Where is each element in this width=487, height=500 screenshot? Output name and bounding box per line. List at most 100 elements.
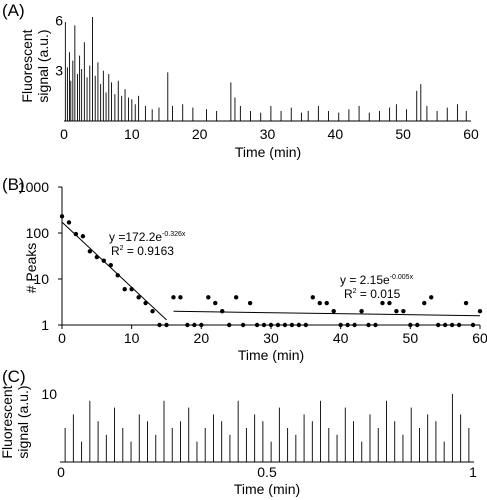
- panel-c-x-tick-label: 1: [469, 464, 477, 480]
- panel-a: (A) Fluorescent signal (a.u.) 0 10 20 30 40 5…: [2, 1, 479, 160]
- fit1-equation: y =172.2e-0.326x: [109, 230, 186, 244]
- panel-b-point: [143, 300, 148, 306]
- panel-b-fit-line: [61, 221, 167, 321]
- panel-b-point: [227, 322, 232, 328]
- panel-b-y-tick-label: 100: [26, 225, 50, 241]
- panel-b-point: [436, 322, 441, 328]
- panel-c-x-tick-label: 0: [57, 464, 65, 480]
- panel-b-point: [456, 322, 462, 328]
- panel-b-point: [352, 322, 357, 328]
- panel-b-point: [150, 308, 155, 314]
- panel-b-point: [317, 300, 322, 306]
- panel-b-point: [254, 322, 260, 328]
- fit2-r2: R2 = 0.015: [344, 287, 401, 301]
- panel-b-point: [101, 258, 107, 263]
- panel-b-x-tick-label: 30: [263, 330, 279, 346]
- panel-b-point: [185, 322, 190, 328]
- panel-b-point: [87, 249, 93, 254]
- panel-b-point: [268, 322, 274, 328]
- panel-b-point: [324, 300, 329, 306]
- panel-a-ylabel-line1: Fluorescent: [19, 29, 35, 102]
- fit2-r2-value: = 0.015: [357, 287, 401, 301]
- panel-b-point: [387, 300, 392, 306]
- panel-b-x-tick-label: 0: [58, 330, 66, 346]
- panel-b-x-tick-label: 50: [403, 330, 419, 346]
- panel-b-point: [178, 295, 183, 300]
- panel-c: (C) Fluorescent signal (a.u.) 0 0.5 1 10 T…: [0, 367, 477, 497]
- panel-c-y-ticks: 10: [41, 386, 57, 402]
- panel-b-point: [401, 308, 406, 314]
- panel-b-point: [463, 300, 469, 306]
- panel-b-point: [394, 308, 399, 314]
- panel-b-point: [296, 322, 302, 328]
- panel-b-y-tick-label: 10: [33, 271, 49, 287]
- panel-a-y-tick-label: 3: [55, 63, 63, 79]
- panel-b-x-ticks: 0 10 20 30 40 50 60: [58, 325, 487, 346]
- fit2-equation: y = 2.15e-0.005x: [340, 273, 414, 287]
- panel-a-label: (A): [2, 1, 25, 20]
- panel-b-point: [477, 308, 483, 314]
- panel-b-xlabel: Time (min): [238, 347, 304, 363]
- panel-c-ylabel-line2: signal (a.u.): [15, 385, 31, 458]
- panel-b-point: [449, 322, 455, 328]
- panel-c-xlabel: Time (min): [234, 481, 300, 497]
- panel-a-x-tick-label: 60: [463, 126, 479, 142]
- panel-b-point: [94, 254, 100, 260]
- panel-a-ylabel-line2: signal (a.u.): [35, 29, 51, 102]
- panel-b-ylabel: # Peaks: [23, 243, 39, 294]
- panel-b-fit-lines: [61, 221, 481, 321]
- panel-b-point: [289, 322, 295, 328]
- panel-b-point: [303, 322, 309, 328]
- panel-b-point: [345, 322, 350, 328]
- panel-b-point: [122, 287, 127, 292]
- panel-c-label: (C): [2, 367, 26, 386]
- panel-b-point: [220, 308, 225, 314]
- fit2-equation-base: y = 2.15e: [340, 273, 390, 287]
- fit2-equation-exponent: -0.005x: [390, 274, 414, 281]
- panel-a-x-tick-label: 0: [60, 126, 68, 142]
- panel-b-point: [164, 322, 169, 328]
- panel-b-y-tick-label: 1: [41, 317, 49, 333]
- panel-b-point: [429, 295, 434, 300]
- panel-c-x-ticks: 0 0.5 1: [57, 464, 477, 480]
- panel-b-point: [192, 322, 197, 328]
- panel-b-point: [213, 300, 218, 306]
- panel-b-point: [199, 322, 204, 328]
- fit2-r2-sup: 2: [353, 288, 357, 295]
- panel-a-x-tick-label: 30: [260, 126, 276, 142]
- panel-b-point: [415, 322, 420, 328]
- fit1-equation-base: y =172.2e: [109, 230, 162, 244]
- panel-b-point: [408, 322, 413, 328]
- panel-b-x-tick-label: 20: [194, 330, 210, 346]
- panel-b-point: [366, 322, 371, 328]
- fit1-r2-value: = 0.9163: [124, 244, 175, 258]
- panel-b-point: [275, 322, 281, 328]
- panel-b-point: [240, 322, 246, 328]
- panel-b-point: [310, 295, 315, 300]
- panel-a-y-ticks: 36: [55, 12, 63, 78]
- panel-a-x-tick-label: 50: [395, 126, 411, 142]
- panel-c-y-tick-label: 10: [41, 386, 57, 402]
- panel-b-point: [247, 300, 253, 306]
- panel-b-y-ticks: 1 10 100 1000: [18, 179, 62, 333]
- panel-b-point: [80, 234, 86, 239]
- fit1-r2-symbol: R: [111, 244, 120, 258]
- panel-b: (B) # Peaks 0 10 20 30 40 50 60 1 10 100 1000 y =…: [2, 175, 487, 363]
- panel-b-point: [282, 322, 288, 328]
- panel-b-point: [59, 214, 65, 219]
- panel-a-trace: [64, 17, 467, 121]
- panel-a-x-ticks: 0 10 20 30 40 50 60: [60, 126, 479, 142]
- panel-c-x-tick-label: 0.5: [257, 464, 277, 480]
- panel-a-x-tick-label: 20: [192, 126, 208, 142]
- panel-b-point: [261, 322, 267, 328]
- panel-b-point: [359, 308, 364, 314]
- panel-b-point: [136, 295, 141, 300]
- panel-a-xlabel: Time (min): [235, 144, 301, 160]
- panel-b-point: [115, 273, 120, 278]
- panel-b-point: [108, 262, 113, 268]
- panel-b-x-tick-label: 40: [333, 330, 349, 346]
- panel-b-point: [157, 322, 162, 328]
- fit1-r2: R2 = 0.9163: [111, 244, 174, 258]
- panel-b-y-tick-label: 1000: [18, 179, 49, 195]
